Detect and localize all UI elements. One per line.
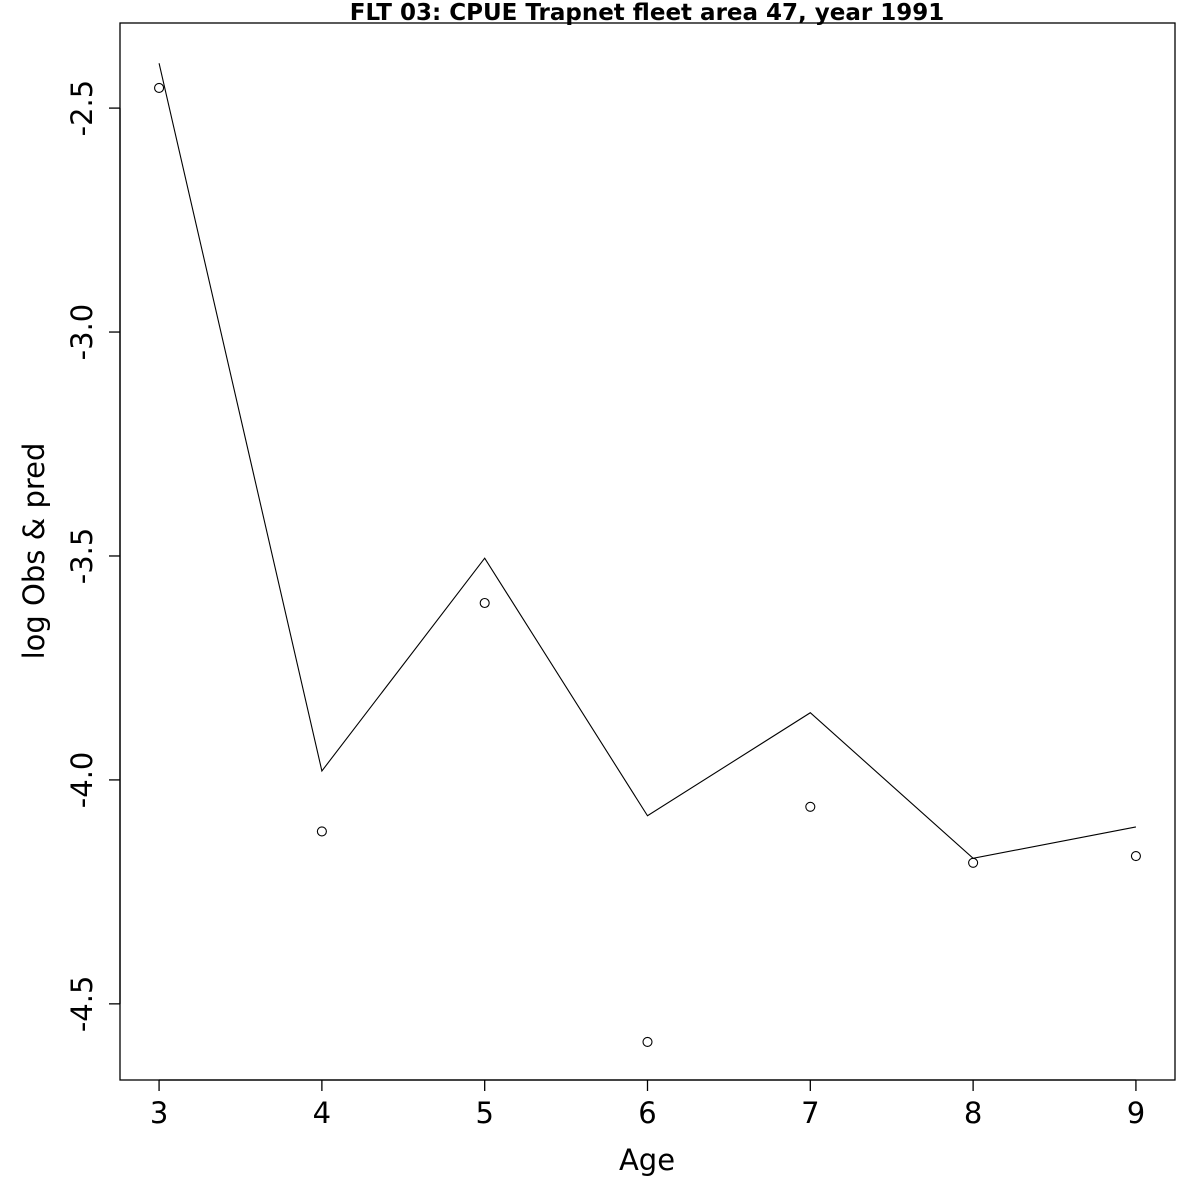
y-axis: -2.5 -3.0 -3.5 -4.0 -4.5 [65,80,121,1033]
observed-point [1130,851,1141,862]
y-tick-label: -3.5 [65,528,99,585]
x-tick-label: 5 [475,1096,493,1130]
x-axis: 3 4 5 6 7 8 9 [150,1079,1145,1130]
y-tick-label: -2.5 [65,80,99,137]
x-tick-label: 3 [150,1096,168,1130]
observed-point [479,597,490,609]
x-tick-label: 9 [1127,1096,1145,1130]
observed-point [805,801,816,812]
x-axis-label: Age [619,1143,675,1177]
plot-area-frame [119,22,1176,1081]
series-layer [154,63,1141,1047]
observed-point [642,1036,653,1047]
y-tick-label: -4.0 [65,752,99,809]
y-tick-label: -4.5 [65,976,99,1033]
x-tick-label: 7 [801,1096,819,1130]
x-tick-label: 4 [313,1096,331,1130]
y-tick-label: -3.0 [65,304,99,361]
observed-point [154,82,165,93]
x-tick-label: 6 [638,1096,656,1130]
chart-title: FLT 03: CPUE Trapnet fleet area 47, year… [350,0,945,26]
observed-point [316,826,327,837]
x-tick-label: 8 [964,1096,982,1130]
predicted-line [158,63,1137,859]
y-axis-label: log Obs & pred [17,443,51,660]
observed-point [968,857,979,868]
